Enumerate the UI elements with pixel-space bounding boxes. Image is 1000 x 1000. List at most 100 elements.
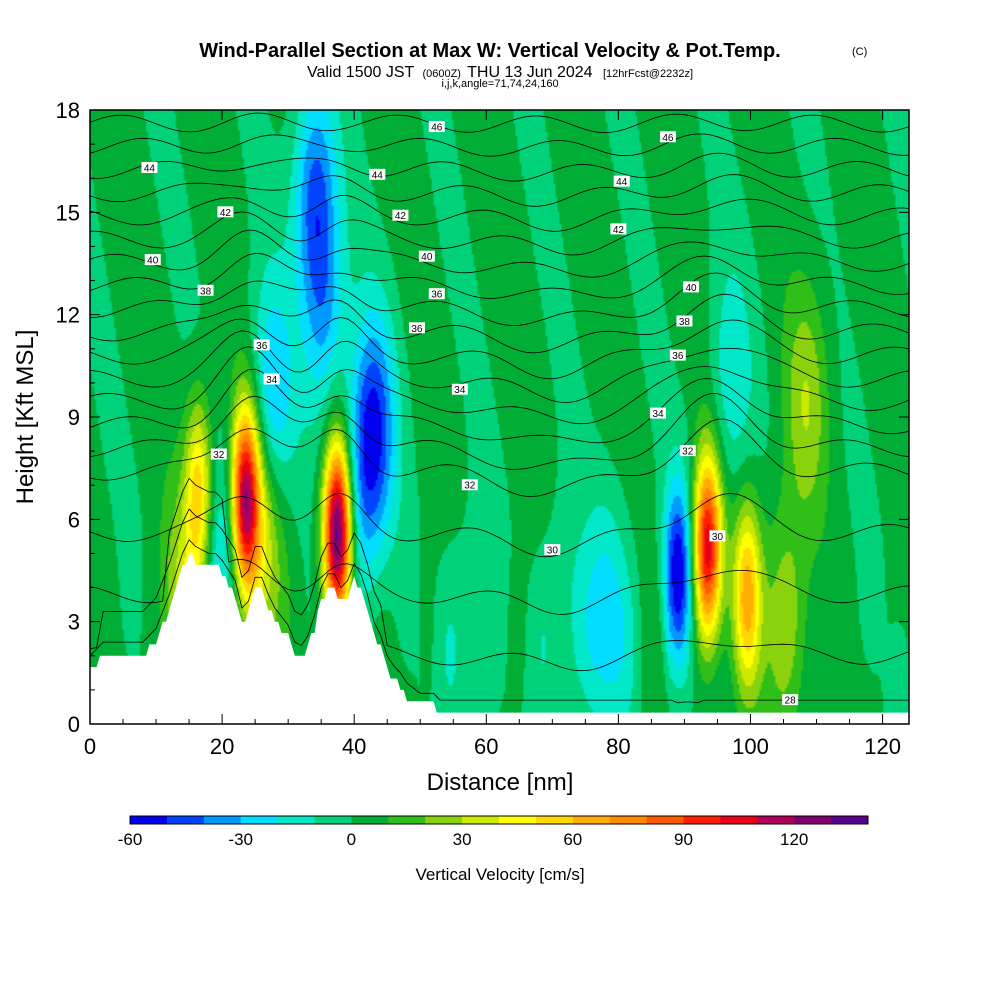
isentrope-label-box <box>369 168 386 180</box>
isentrope-label: 32 <box>679 445 696 458</box>
isentrope-label: 32 <box>461 479 478 492</box>
isentrope-label: 36 <box>669 349 686 362</box>
isentrope-label: 38 <box>197 284 214 297</box>
isentrope-label-text: 34 <box>266 375 278 386</box>
isentrope-label-text: 42 <box>395 211 407 222</box>
colorbar-segment <box>720 816 758 824</box>
isentrope-35 <box>90 346 909 425</box>
isentrope-label: 34 <box>263 373 280 386</box>
y-tick-label: 18 <box>56 98 80 123</box>
colorbar-label: Vertical Velocity [cm/s] <box>415 865 584 884</box>
isentrope-label-box <box>683 281 700 293</box>
isentrope-44 <box>90 174 909 207</box>
isentrope-41 <box>90 229 909 278</box>
isentrope-38 <box>90 293 909 354</box>
isentrope-label: 36 <box>253 339 270 352</box>
isentrope-label-box <box>610 223 627 235</box>
colorbar-segment <box>683 816 721 824</box>
isentrope-label-box <box>408 322 425 334</box>
isentrope-label: 44 <box>369 168 386 181</box>
plot-area: 46 46 44 44 44 42 42 42 40 40 40 38 38 36 36 36 36 34 34 34… <box>90 110 909 724</box>
colorbar-segment <box>277 816 315 824</box>
isentrope-label-text: 40 <box>685 283 697 294</box>
x-tick-label: 0 <box>84 734 96 759</box>
isentrope-label: 42 <box>392 209 409 222</box>
colorbar-segment <box>314 816 352 824</box>
isentrope-label-box <box>144 254 161 266</box>
x-tick-label: 80 <box>606 734 630 759</box>
isentrope-label: 40 <box>144 254 161 267</box>
valid-date: THU 13 Jun 2024 <box>467 64 593 81</box>
isentrope-46 <box>90 133 909 157</box>
isentrope-label-text: 30 <box>547 546 559 557</box>
colorbar-segment <box>794 816 832 824</box>
isentrope-45 <box>90 152 909 182</box>
isentrope-label-box <box>669 349 686 361</box>
colorbar: -60 -30 0 30 60 90 120 <box>118 815 869 849</box>
isentrope-31 <box>90 493 909 558</box>
isentrope-40 <box>90 252 909 299</box>
isentrope-label: 40 <box>418 250 435 263</box>
isentrope-34 <box>90 368 909 444</box>
isentrope-label: 38 <box>676 315 693 328</box>
colorbar-segment <box>646 816 684 824</box>
isentrope-label-text: 44 <box>372 170 384 181</box>
colorbar-segment <box>240 816 279 824</box>
isentrope-label: 46 <box>659 131 676 144</box>
isentrope-label-box <box>253 339 270 351</box>
isentrope-label-text: 44 <box>144 163 156 174</box>
y-tick-label: 6 <box>68 507 80 532</box>
isentrope-28 <box>90 539 909 704</box>
y-tick-label: 3 <box>68 610 80 635</box>
colorbar-segment <box>535 816 574 824</box>
isentrope-label-box <box>461 479 478 491</box>
x-axis: 0 20 40 60 80 100 120 <box>84 110 901 759</box>
isentrope-label-box <box>197 284 214 296</box>
isentrope-label-box <box>392 209 409 221</box>
isentrope-label-text: 30 <box>712 532 724 543</box>
isentrope-label-text: 44 <box>616 177 628 188</box>
isentrope-label-text: 46 <box>431 123 443 134</box>
isentrope-label-text: 36 <box>672 351 684 362</box>
isentrope-label-box <box>679 445 696 457</box>
isentrope-label: 32 <box>210 448 227 461</box>
y-tick-label: 0 <box>68 712 80 737</box>
chart-title: Wind-Parallel Section at Max W: Vertical… <box>199 40 780 62</box>
x-tick-label: 100 <box>732 734 769 759</box>
isentrope-label-box <box>676 315 693 327</box>
isentrope-label-text: 40 <box>147 256 159 267</box>
isentrope-label: 42 <box>217 206 234 219</box>
isentrope-label-box <box>650 407 667 419</box>
isentrope-label-box <box>659 131 676 143</box>
isentrope-label-text: 34 <box>454 385 466 396</box>
isentrope-label-text: 32 <box>464 481 476 492</box>
isentrope-label: 30 <box>709 530 726 543</box>
isentrope-33 <box>90 393 909 470</box>
isentrope-label: 40 <box>683 281 700 294</box>
isentrope-label-text: 46 <box>662 133 674 144</box>
isentrope-label: 36 <box>408 322 425 335</box>
forecast-tag: [12hrFcst@2232z] <box>603 68 693 80</box>
isentrope-36 <box>90 330 909 404</box>
y-tick-label: 12 <box>56 303 80 328</box>
isentrope-label-text: 38 <box>200 286 212 297</box>
y-tick-label: 15 <box>56 200 80 225</box>
isentrope-label-box <box>428 121 445 133</box>
colorbar-tick-label: -30 <box>228 830 253 849</box>
x-axis-label: Distance [nm] <box>427 769 574 796</box>
isentrope-30 <box>90 477 909 615</box>
colorbar-segment <box>462 816 500 824</box>
colorbar-segment <box>130 816 168 824</box>
isentrope-label-text: 36 <box>411 324 423 335</box>
isentrope-label: 30 <box>544 544 561 557</box>
isentrope-label-box <box>709 530 726 542</box>
isentrope-29 <box>90 508 909 672</box>
grid-indices: i,j,k,angle=71,74,24,160 <box>441 78 558 90</box>
colorbar-segment <box>388 816 426 824</box>
y-axis-label: Height [Kft MSL] <box>12 330 39 505</box>
isentrope-label-box <box>418 250 435 262</box>
x-tick-label: 40 <box>342 734 366 759</box>
colorbar-segment <box>757 816 795 824</box>
